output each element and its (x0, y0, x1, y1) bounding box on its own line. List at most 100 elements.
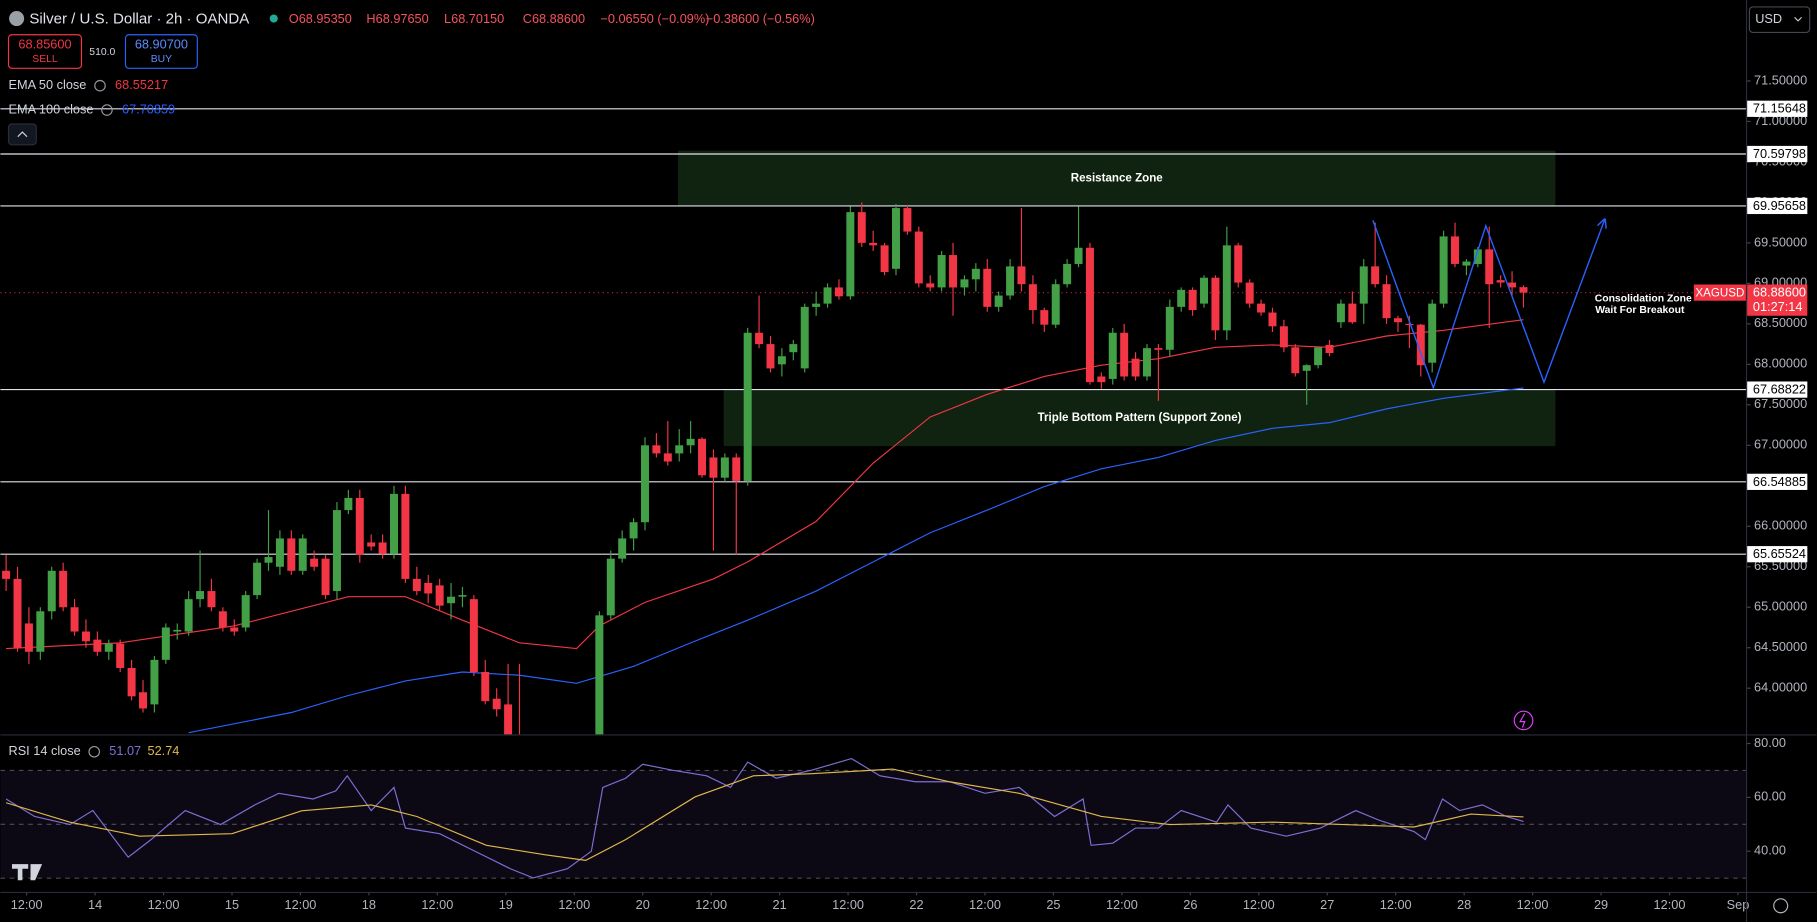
candle-body (184, 599, 193, 632)
candle-body (949, 255, 958, 288)
candle-body (412, 578, 421, 592)
candle-body (903, 208, 912, 232)
ohlc-open: O68.95350 (289, 11, 352, 26)
x-tick-label: 12:00 (285, 897, 317, 912)
candle-body (1085, 247, 1094, 383)
candle-body (1028, 284, 1037, 311)
candle-body (116, 643, 125, 668)
candle-body (880, 245, 889, 273)
last-price-label: 68.88600 (1753, 285, 1806, 300)
x-tick-label: 12:00 (1517, 897, 1549, 912)
buy-button[interactable]: 68.90700 BUY (124, 34, 198, 69)
level-box (1747, 100, 1808, 117)
candle-body (390, 493, 398, 554)
candle-body (230, 627, 239, 632)
chart-title: Silver / U.S. Dollar · 2h · OANDA (29, 11, 249, 28)
sell-box[interactable] (7, 34, 83, 69)
sell-button[interactable]: 68.85600 SELL (7, 34, 83, 69)
candle-body (13, 578, 22, 648)
candle-body (755, 332, 764, 345)
candle-body (1325, 344, 1334, 354)
collapse-button[interactable] (7, 123, 37, 146)
change-total: −0.38600 (−0.56%) (706, 11, 815, 26)
level-box (1747, 546, 1808, 563)
candle-body (287, 538, 296, 571)
candle-body (424, 582, 433, 594)
ema-line (188, 387, 1524, 734)
candle-body (1257, 303, 1266, 313)
candle-body (1165, 306, 1174, 350)
candle-body (1154, 348, 1163, 350)
buy-box[interactable] (124, 34, 198, 69)
candle-body (1006, 266, 1015, 296)
candle-body (629, 522, 638, 539)
level-label: 71.15648 (1753, 101, 1806, 116)
x-tick-label: 25 (1046, 897, 1060, 912)
currency-select[interactable] (1748, 6, 1811, 34)
candle-body (1473, 249, 1482, 264)
x-tick-label: 12:00 (832, 897, 864, 912)
alert-icon[interactable] (1513, 710, 1534, 731)
candle-body (1336, 303, 1345, 323)
rsi-icon (88, 745, 101, 758)
sell-price[interactable]: 68.85600 (18, 37, 71, 52)
settings-icon[interactable] (1773, 898, 1789, 914)
candle-body (1108, 332, 1117, 379)
candle-body (161, 627, 170, 660)
candle-body (1508, 282, 1517, 288)
candle-body (1496, 280, 1505, 283)
ohlc-close: C68.88600 (523, 11, 585, 26)
candle-body (983, 268, 992, 307)
candle-body (606, 558, 615, 616)
y-tick-label: 68.00000 (1754, 356, 1807, 371)
ema-line (6, 319, 1524, 650)
candle-body (926, 283, 935, 288)
buy-label[interactable]: BUY (151, 54, 172, 65)
candle-body (891, 208, 900, 269)
x-tick-label: 12:00 (969, 897, 1001, 912)
candle-body (1040, 310, 1049, 325)
currency-label[interactable]: USD (1755, 11, 1782, 26)
last-price-box (1747, 284, 1808, 316)
candle-body (458, 595, 467, 597)
y-tick-label: 67.50000 (1754, 396, 1807, 411)
candle-body (355, 497, 364, 555)
candle-body (812, 303, 821, 307)
ema100-legend: EMA 100 close (9, 101, 94, 116)
candle-body (720, 457, 729, 478)
candle-body (663, 453, 672, 462)
candle-body (789, 344, 798, 353)
x-tick-label: 12:00 (1243, 897, 1275, 912)
level-box (1747, 473, 1808, 490)
x-tick-label: 14 (88, 897, 102, 912)
candle-body (264, 557, 273, 563)
y-tick-label: 68.50000 (1754, 315, 1807, 330)
ema100-value: 67.70859 (122, 101, 175, 116)
candle-body (766, 344, 775, 369)
alert-bolt (1519, 713, 1526, 728)
countdown: 01:27:14 (1753, 299, 1803, 314)
sell-label[interactable]: SELL (32, 54, 58, 65)
zone (678, 150, 1556, 207)
buy-price[interactable]: 68.90700 (135, 37, 188, 52)
zone-label: Triple Bottom Pattern (Support Zone) (1038, 412, 1242, 424)
x-tick-label: 12:00 (11, 897, 43, 912)
y-tick-label: 69.50000 (1754, 234, 1807, 249)
candle-body (1439, 236, 1448, 304)
level-box (1747, 145, 1808, 163)
candle-body (1142, 348, 1151, 377)
candle-body (1428, 303, 1437, 363)
candle-body (1063, 263, 1072, 285)
candle-body (492, 698, 501, 710)
candle-body (310, 558, 319, 567)
candle-body (1393, 318, 1402, 323)
candle-body (275, 538, 284, 567)
x-tick-label: 12:00 (148, 897, 180, 912)
level-label: 70.59798 (1753, 146, 1806, 161)
candle-body (2, 570, 11, 579)
x-tick-label: 18 (362, 897, 376, 912)
candle-body (743, 332, 752, 481)
candle-body (1348, 303, 1357, 323)
y-tick-label: 64.00000 (1754, 680, 1807, 695)
rsi-y-tick-label: 60.00 (1754, 789, 1786, 804)
